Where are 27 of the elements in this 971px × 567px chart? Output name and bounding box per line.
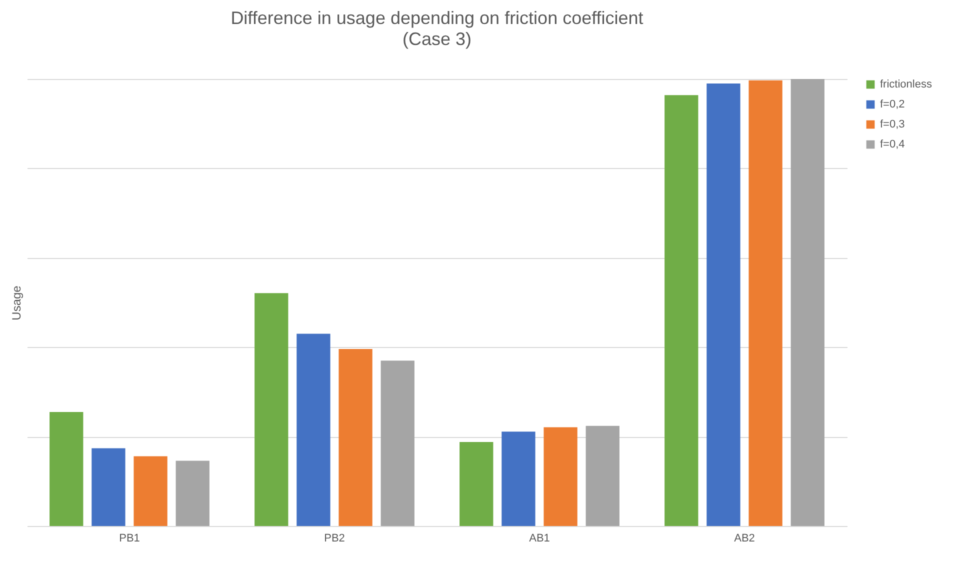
bar bbox=[176, 460, 210, 526]
x-tick-label: AB2 bbox=[734, 532, 755, 544]
bar bbox=[296, 334, 330, 526]
x-tick-label: PB2 bbox=[324, 532, 345, 544]
bar bbox=[790, 79, 824, 526]
bar bbox=[544, 427, 578, 526]
legend-label: frictionless bbox=[880, 78, 932, 90]
y-axis-title: Usage bbox=[10, 285, 24, 320]
bar bbox=[586, 426, 620, 526]
bar bbox=[502, 432, 536, 526]
bar bbox=[380, 360, 414, 526]
x-tick-label: AB1 bbox=[529, 532, 550, 544]
chart-subtitle: (Case 3) bbox=[402, 29, 472, 49]
bar bbox=[460, 442, 494, 526]
bar bbox=[748, 80, 782, 526]
bar bbox=[134, 456, 168, 526]
chart-title: Difference in usage depending on friction coefficient bbox=[230, 8, 644, 28]
legend-label: f=0,3 bbox=[880, 118, 905, 130]
bar bbox=[92, 448, 126, 526]
bar bbox=[706, 83, 740, 526]
bar bbox=[254, 293, 288, 526]
bar bbox=[664, 95, 698, 526]
legend-label: f=0,2 bbox=[880, 98, 905, 110]
x-tick-label: PB1 bbox=[119, 532, 140, 544]
legend-label: f=0,4 bbox=[880, 138, 905, 150]
bar bbox=[338, 348, 372, 526]
bar bbox=[50, 412, 84, 526]
